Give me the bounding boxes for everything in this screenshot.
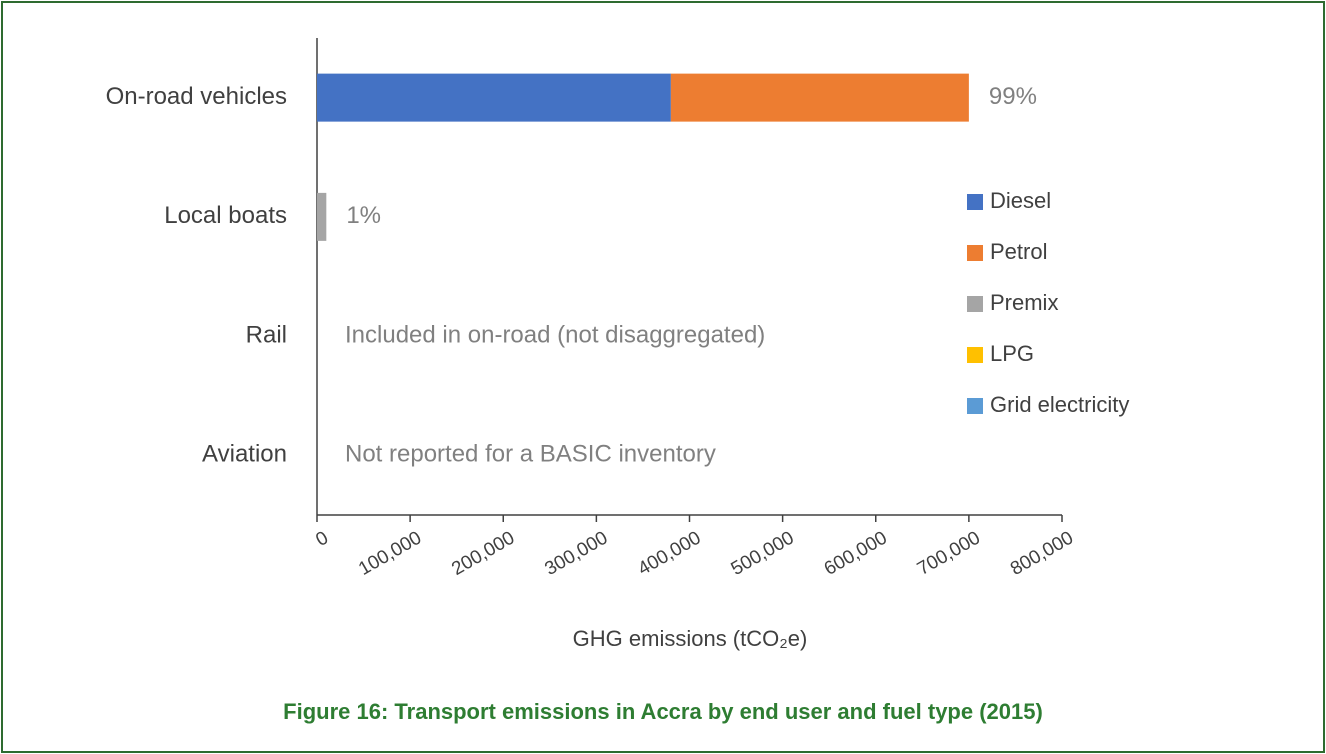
x-tick-label: 400,000 <box>635 527 705 580</box>
legend-label: LPG <box>990 341 1034 366</box>
legend-label: Petrol <box>990 239 1047 264</box>
x-tick-label: 800,000 <box>1007 527 1077 580</box>
bar <box>317 73 671 122</box>
legend-swatch <box>967 245 983 261</box>
x-tick-label: 0 <box>312 527 332 550</box>
bar <box>317 192 327 241</box>
x-tick-label: 500,000 <box>728 527 798 580</box>
y-tick-label: On-road vehicles <box>106 83 287 110</box>
annotation: Not reported for a BASIC inventory <box>345 441 716 468</box>
x-tick-label: 600,000 <box>821 527 891 580</box>
legend-swatch <box>967 194 983 210</box>
legend-swatch <box>967 398 983 414</box>
caption: Figure 16: Transport emissions in Accra … <box>283 699 1043 724</box>
legend-label: Premix <box>990 290 1058 315</box>
bar <box>670 73 969 122</box>
legend-label: Diesel <box>990 188 1051 213</box>
y-tick-label: Local boats <box>164 202 287 229</box>
x-tick-label: 300,000 <box>541 527 611 580</box>
y-tick-label: Rail <box>246 321 287 348</box>
legend-swatch <box>967 296 983 312</box>
x-axis-label: GHG emissions (tCO₂e) <box>573 626 808 651</box>
y-tick-label: Aviation <box>202 441 287 468</box>
x-tick-label: 200,000 <box>448 527 518 580</box>
annotation: 1% <box>346 202 381 229</box>
x-tick-label: 700,000 <box>914 527 984 580</box>
annotation: 99% <box>989 83 1037 110</box>
legend-label: Grid electricity <box>990 392 1129 417</box>
legend-swatch <box>967 347 983 363</box>
annotation: Included in on-road (not disaggregated) <box>345 321 765 348</box>
x-tick-label: 100,000 <box>355 527 425 580</box>
